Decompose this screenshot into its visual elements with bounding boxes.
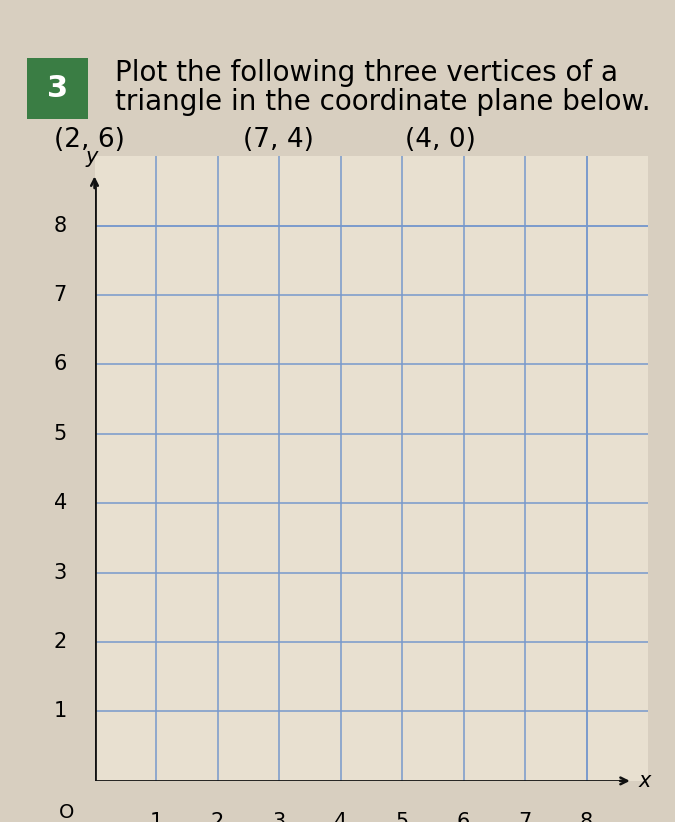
Text: triangle in the coordinate plane below.: triangle in the coordinate plane below. [115,88,651,116]
Text: 3: 3 [47,74,68,103]
Text: 1: 1 [53,701,67,722]
Text: 3: 3 [273,812,286,822]
Text: 7: 7 [518,812,532,822]
Text: x: x [639,771,651,791]
Text: O: O [59,802,74,822]
Text: 2: 2 [53,632,67,652]
Text: 5: 5 [396,812,408,822]
Text: 8: 8 [580,812,593,822]
Text: 1: 1 [149,812,163,822]
Text: 4: 4 [53,493,67,513]
Text: 7: 7 [53,285,67,305]
Text: 5: 5 [53,424,67,444]
Text: 2: 2 [211,812,224,822]
Text: 3: 3 [53,563,67,583]
Text: 6: 6 [53,354,67,374]
Text: Plot the following three vertices of a: Plot the following three vertices of a [115,59,618,87]
Text: y: y [85,146,98,167]
Text: 6: 6 [457,812,470,822]
Text: (7, 4): (7, 4) [243,127,314,154]
Text: (4, 0): (4, 0) [405,127,476,154]
Text: 4: 4 [334,812,347,822]
Text: (2, 6): (2, 6) [54,127,125,154]
Text: 8: 8 [54,215,67,236]
